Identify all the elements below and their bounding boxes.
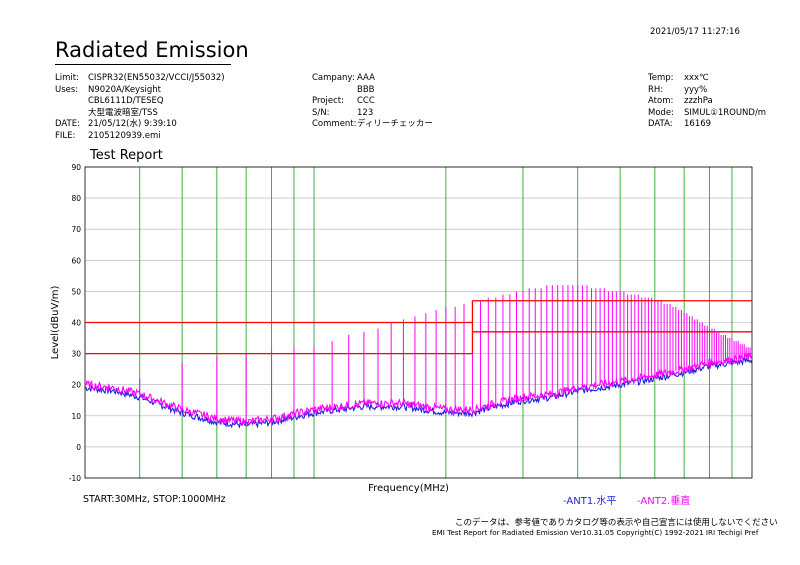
info-row: 大型電波暗室/TSS: [55, 108, 225, 120]
info-key: Temp:: [648, 73, 674, 83]
y-tick-label: 90: [71, 163, 81, 172]
info-key: Comment:: [312, 119, 357, 129]
y-axis-label: Level(dBuV/m): [50, 286, 61, 360]
info-value: 16169: [684, 119, 712, 129]
info-value: 123: [357, 107, 374, 118]
info-value: ディリーチェッカー: [357, 119, 433, 129]
info-value: CBL6111D/TESEQ: [88, 96, 164, 106]
series-ant2-trace: [84, 351, 753, 427]
title-underline: [55, 64, 231, 65]
info-row: Atom: zzzhPa: [648, 96, 766, 108]
y-tick-label: 30: [71, 350, 81, 359]
copyright: EMI Test Report for Radiated Emission Ve…: [432, 528, 759, 537]
info-value: xxx℃: [684, 73, 709, 83]
info-row: Mode: SIMUL①1ROUND/m: [648, 108, 766, 120]
header-info-middle: Campany: AAA BBB Project: CCC S/N: 123 Comment:…: [312, 73, 433, 131]
legend-ant2: -ANT2.垂直: [637, 496, 691, 507]
y-tick-label: 10: [71, 412, 81, 421]
info-key: S/N:: [312, 107, 330, 118]
info-row: RH: yyy%: [648, 85, 766, 97]
page-title: Radiated Emission: [55, 38, 249, 62]
header-info-left: Limit: CISPR32(EN55032/VCCI/J55032) Uses: N…: [55, 73, 225, 142]
header-info-right: Temp: xxx℃ RH: yyy% Atom: zzzhPa Mode: SIMUL①1R…: [648, 73, 766, 131]
info-row: Comment: ディリーチェッカー: [312, 119, 433, 131]
info-row: BBB: [312, 85, 433, 97]
info-row: Limit: CISPR32(EN55032/VCCI/J55032): [55, 73, 225, 85]
info-value: CCC: [357, 96, 375, 106]
report-title: Test Report: [90, 148, 163, 163]
info-key: Atom:: [648, 96, 674, 106]
info-row: CBL6111D/TESEQ: [55, 96, 225, 108]
y-tick-label: 0: [76, 443, 81, 452]
info-key: Campany:: [312, 73, 355, 83]
disclaimer: このデータは、参考値でありカタログ等の表示や自己宣言には使用しないでください: [455, 518, 778, 528]
y-tick-label: 70: [71, 225, 81, 234]
info-row: Uses: N9020A/Keysight: [55, 85, 225, 97]
x-axis-label: Frequency(MHz): [368, 483, 449, 494]
info-value: BBB: [357, 84, 375, 95]
y-tick-label: -10: [69, 474, 81, 483]
info-key: Project:: [312, 96, 344, 106]
y-tick-label: 80: [71, 194, 81, 203]
info-key: Limit:: [55, 73, 79, 83]
info-value: 大型電波暗室/TSS: [88, 107, 158, 118]
info-row: DATA: 16169: [648, 119, 766, 131]
info-value: yyy%: [684, 84, 708, 95]
y-tick-label: 40: [71, 319, 81, 328]
info-value: AAA: [357, 73, 375, 83]
legend-ant1: -ANT1.水平: [563, 496, 617, 507]
info-key: DATA:: [648, 119, 673, 129]
info-key: DATE:: [55, 119, 80, 129]
info-key: Uses:: [55, 84, 79, 95]
series-ant1-trace: [84, 356, 753, 429]
info-key: FILE:: [55, 130, 76, 141]
info-value: 2105120939.emi: [88, 130, 161, 141]
info-value: SIMUL①1ROUND/m: [684, 107, 767, 118]
info-value: zzzhPa: [684, 96, 713, 106]
info-row: DATE: 21/05/12(水) 9:39:10: [55, 119, 225, 131]
y-tick-label: 60: [71, 256, 81, 265]
info-row: S/N: 123: [312, 108, 433, 120]
info-key: Mode:: [648, 107, 675, 118]
info-row: FILE: 2105120939.emi: [55, 131, 225, 143]
timestamp: 2021/05/17 11:27:16: [650, 27, 740, 37]
info-row: Project: CCC: [312, 96, 433, 108]
info-row: Campany: AAA: [312, 73, 433, 85]
start-stop-label: START:30MHz, STOP:1000MHz: [83, 494, 226, 505]
y-tick-label: 20: [71, 381, 81, 390]
info-value: N9020A/Keysight: [88, 84, 161, 95]
y-tick-label: 50: [71, 287, 81, 296]
info-value: 21/05/12(水) 9:39:10: [88, 119, 177, 129]
info-key: RH:: [648, 84, 664, 95]
info-row: Temp: xxx℃: [648, 73, 766, 85]
info-value: CISPR32(EN55032/VCCI/J55032): [88, 73, 225, 83]
